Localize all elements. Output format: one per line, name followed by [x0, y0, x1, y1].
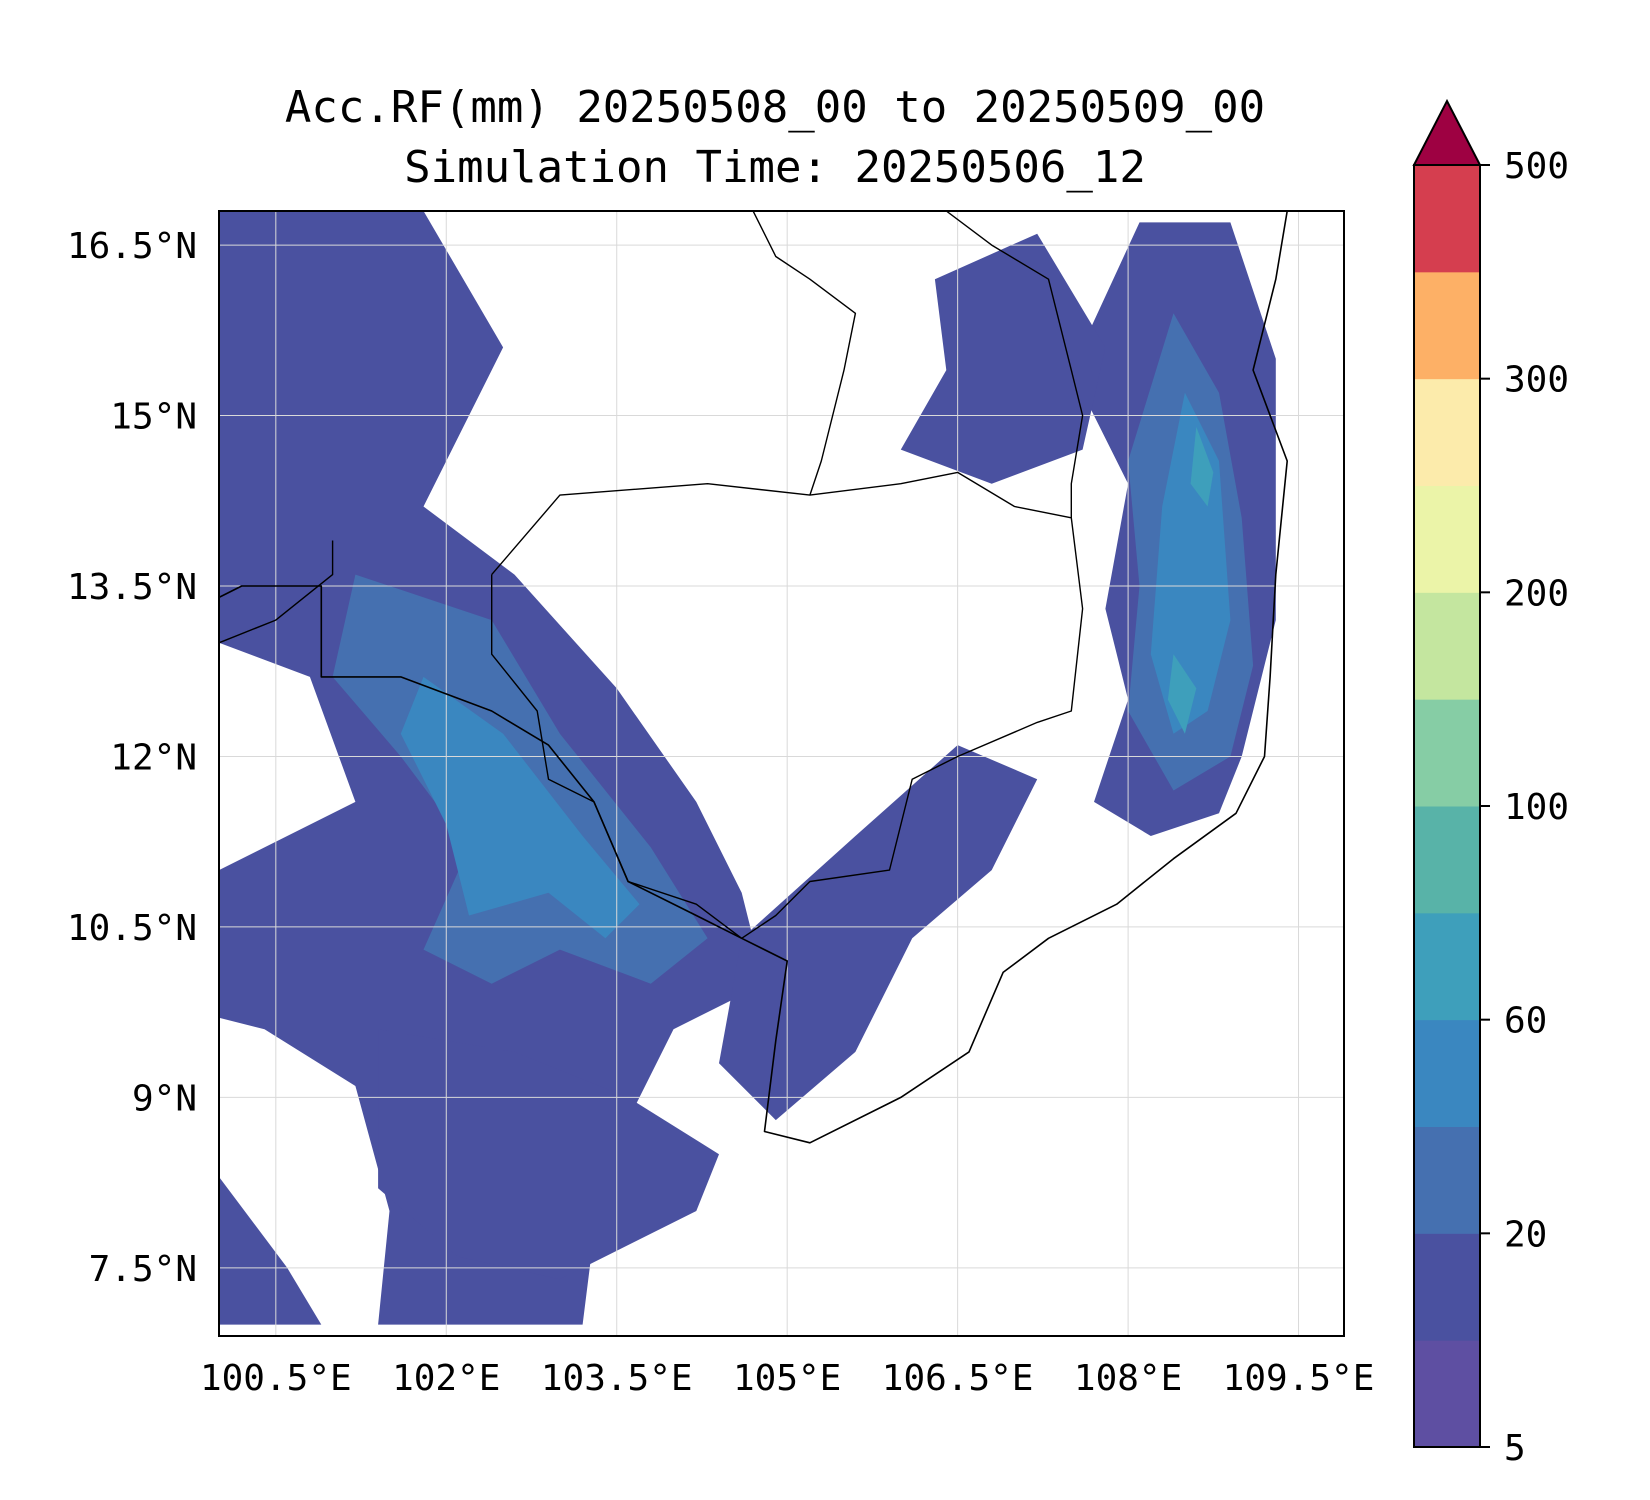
colorbar-segment — [1414, 378, 1480, 486]
rainfall-contours — [219, 211, 1276, 1325]
lat-tick-label: 7.5°N — [89, 1249, 197, 1290]
rain-region-northeast-laos-band — [900, 233, 1106, 484]
lat-tick-label: 12°N — [110, 737, 197, 778]
lat-tick-label: 16.5°N — [67, 226, 197, 267]
colorbar-segment — [1414, 592, 1480, 700]
border-thailand-myanmar-border — [219, 540, 334, 644]
colorbar-segment — [1414, 165, 1480, 273]
longitude-ticks: 100.5°E 102°E 103.5°E 105°E 106.5°E 108°E 109.… — [200, 1358, 1374, 1399]
lon-tick-label: 100.5°E — [200, 1358, 352, 1399]
coastline — [219, 211, 1288, 1144]
rain-region-eastern-highlands-peak-south — [1167, 654, 1197, 734]
map-plot-area — [219, 211, 1344, 1336]
colorbar-tick-label: 500 — [1504, 146, 1569, 187]
rain-region-eastern-highlands-peak — [1190, 426, 1214, 507]
lon-tick-label: 109.5°E — [1223, 1358, 1375, 1399]
lon-tick-label: 103.5°E — [541, 1358, 693, 1399]
rain-region-south-gulf-band — [378, 1029, 719, 1280]
colorbar-tick-label: 200 — [1504, 573, 1569, 614]
lon-tick-label: 102°E — [392, 1358, 500, 1399]
colorbar-segment — [1414, 485, 1480, 593]
colorbar-tick-label: 300 — [1504, 360, 1569, 401]
colorbar-segment — [1414, 1019, 1480, 1127]
lat-tick-label: 15°N — [110, 397, 197, 438]
lat-tick-label: 9°N — [132, 1078, 197, 1119]
border-laos-thailand-border — [752, 211, 857, 496]
lat-tick-label: 13.5°N — [67, 567, 197, 608]
colorbar-tick-label: 5 — [1504, 1428, 1526, 1469]
colorbar-segment — [1414, 1233, 1480, 1341]
lon-tick-label: 105°E — [733, 1358, 841, 1399]
title-line-2: Simulation Time: 20250506_12 — [404, 142, 1146, 193]
colorbar-tick-label: 100 — [1504, 787, 1569, 828]
colorbar-tick-label: 60 — [1504, 1001, 1547, 1042]
country-borders — [219, 211, 1288, 1144]
rain-region-southwest-corner-band — [219, 1176, 322, 1325]
border-cambodia-outline — [491, 471, 1084, 939]
lon-tick-label: 108°E — [1074, 1358, 1182, 1399]
colorbar: 5 20 60 100 200 300 500 — [1412, 98, 1569, 1469]
map-frame — [218, 210, 1345, 1337]
colorbar-tick-label: 20 — [1504, 1214, 1547, 1255]
colorbar-segment — [1414, 699, 1480, 807]
latitude-ticks: 16.5°N 15°N 13.5°N 12°N 10.5°N 9°N 7.5°N — [67, 226, 197, 1290]
colorbar-segment — [1414, 912, 1480, 1021]
title-line-1: Acc.RF(mm) 20250508_00 to 20250509_00 — [284, 82, 1266, 133]
colorbar-segment — [1414, 271, 1480, 380]
map-title: Acc.RF(mm) 20250508_00 to 20250509_00 Si… — [205, 78, 1345, 198]
border-laos-vietnam-border — [945, 211, 1084, 518]
colorbar-segment — [1414, 1126, 1480, 1234]
colorbar-extend-arrow — [1412, 98, 1482, 166]
lon-tick-label: 106.5°E — [882, 1358, 1034, 1399]
colorbar-segment — [1414, 806, 1480, 914]
rain-region-gulf-west-band-core — [400, 676, 640, 939]
gridlines — [219, 211, 1344, 1336]
lat-tick-label: 10.5°N — [67, 908, 197, 949]
colorbar-segment — [1414, 1340, 1480, 1448]
rain-region-mekong-delta-band — [719, 745, 1038, 1121]
